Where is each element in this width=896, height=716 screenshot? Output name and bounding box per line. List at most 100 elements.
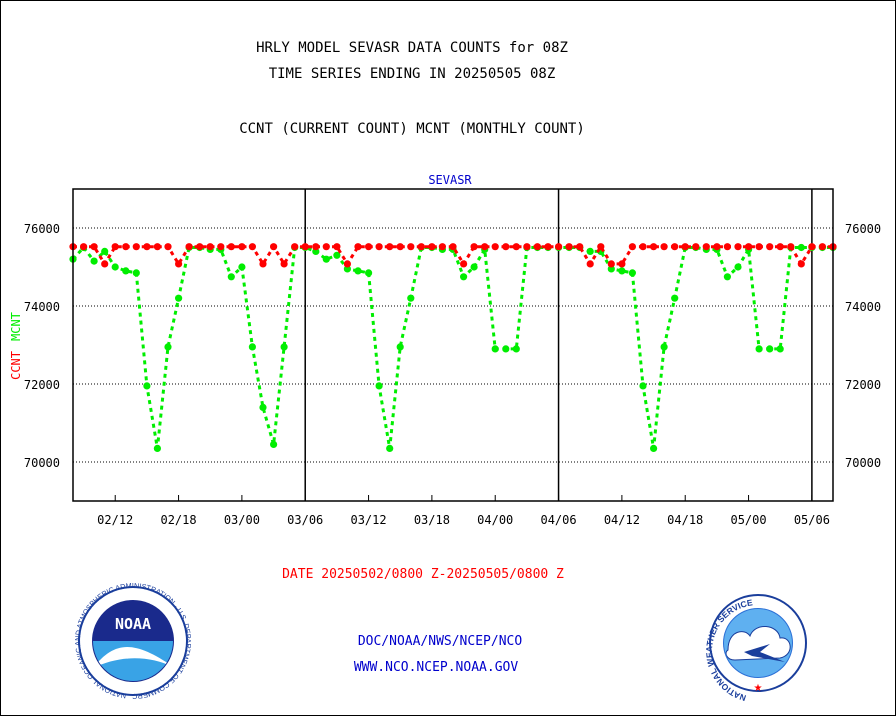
data-point (111, 263, 119, 271)
data-point (386, 444, 394, 452)
data-point (270, 440, 278, 448)
data-point (153, 444, 161, 452)
data-point (143, 243, 151, 251)
data-point (491, 345, 499, 353)
data-point (502, 243, 510, 251)
data-point (776, 243, 784, 251)
data-point (734, 263, 742, 271)
data-point (597, 243, 605, 251)
y-tick-label: 74000 (24, 300, 60, 314)
data-point (301, 243, 309, 251)
data-point (787, 243, 795, 251)
lightning-icon (744, 644, 785, 662)
data-point (723, 273, 732, 281)
data-point (164, 343, 172, 351)
plot-frame (72, 188, 834, 502)
data-point (639, 243, 647, 251)
website-link[interactable]: WWW.NCO.NCEP.NOAA.GOV (354, 660, 519, 675)
x-tick-label: 03/00 (224, 513, 260, 527)
y-axis-label-ccnt: CCNT (9, 351, 23, 380)
data-point (122, 267, 130, 275)
data-point (702, 243, 710, 251)
data-point (386, 243, 394, 251)
x-tick-label: 03/18 (414, 513, 450, 527)
data-point (333, 251, 341, 259)
data-point (365, 243, 373, 251)
x-tick-label: 04/12 (604, 513, 640, 527)
data-point (660, 243, 668, 251)
data-point (428, 243, 436, 251)
data-point (650, 243, 658, 251)
x-tick-label: 02/12 (97, 513, 133, 527)
data-point (164, 243, 172, 251)
data-point (766, 345, 774, 353)
data-point (481, 243, 489, 251)
data-point (681, 243, 689, 251)
data-point (143, 382, 151, 390)
data-point (153, 243, 161, 251)
series-line-mcnt (71, 244, 833, 449)
data-point (734, 243, 742, 251)
series-mcnt (69, 243, 837, 452)
data-point (470, 263, 478, 271)
data-point (766, 243, 774, 251)
noaa-logo: NOAA NATIONAL OCEANIC AND ATMOSPHERIC AD… (0, 0, 193, 701)
data-point (312, 243, 320, 251)
data-point (291, 243, 299, 251)
data-point (259, 260, 267, 268)
data-point (322, 255, 330, 263)
org-path-link[interactable]: DOC/NOAA/NWS/NCEP/NCO (358, 634, 523, 649)
x-tick-label: 04/00 (477, 513, 513, 527)
y-tick-label: 70000 (845, 456, 881, 470)
chart-title: SEVASR (428, 173, 472, 187)
data-point (660, 343, 668, 351)
data-point (713, 243, 721, 251)
data-point (343, 265, 351, 273)
data-point (776, 345, 784, 353)
data-point (90, 243, 98, 251)
data-point (132, 243, 140, 251)
y-tick-label: 72000 (845, 378, 881, 392)
data-point (354, 243, 362, 251)
data-point (322, 243, 330, 251)
noaa-gull-icon (93, 647, 173, 668)
data-point (248, 343, 256, 351)
date-range: DATE 20250502/0800 Z-20250505/0800 Z (282, 567, 564, 582)
header-subtitle: TIME SERIES ENDING IN 20250505 08Z (269, 66, 556, 82)
series-ccnt (69, 243, 837, 268)
data-point (470, 243, 478, 251)
data-point (175, 294, 183, 302)
data-point (586, 247, 594, 255)
y-tick-label: 74000 (845, 300, 881, 314)
data-point (90, 257, 98, 265)
data-point (132, 269, 140, 277)
data-point (576, 243, 584, 251)
header-legend-text: CCNT (CURRENT COUNT) MCNT (MONTHLY COUNT… (239, 121, 585, 137)
data-point (101, 247, 109, 255)
y-axis-label: CCNT MCNT (9, 312, 23, 380)
y-tick-label: 76000 (24, 222, 60, 236)
data-point (671, 243, 679, 251)
data-point (417, 243, 425, 251)
data-point (280, 343, 288, 351)
y-tick-label: 76000 (845, 222, 881, 236)
x-tick-label: 05/06 (794, 513, 830, 527)
data-point (650, 444, 658, 452)
data-point (565, 243, 573, 251)
data-point (227, 243, 235, 251)
data-point (343, 260, 351, 268)
data-point (175, 260, 183, 268)
data-point (270, 243, 278, 251)
y-tick-label: 70000 (24, 456, 60, 470)
grid-layer (73, 227, 833, 463)
data-point (396, 243, 404, 251)
data-point (227, 273, 235, 281)
data-point (808, 243, 816, 251)
data-point (111, 243, 119, 251)
data-point (628, 269, 637, 277)
data-point (544, 243, 552, 251)
data-point (745, 243, 753, 251)
x-tick-label: 03/06 (287, 513, 323, 527)
data-point (217, 243, 225, 251)
